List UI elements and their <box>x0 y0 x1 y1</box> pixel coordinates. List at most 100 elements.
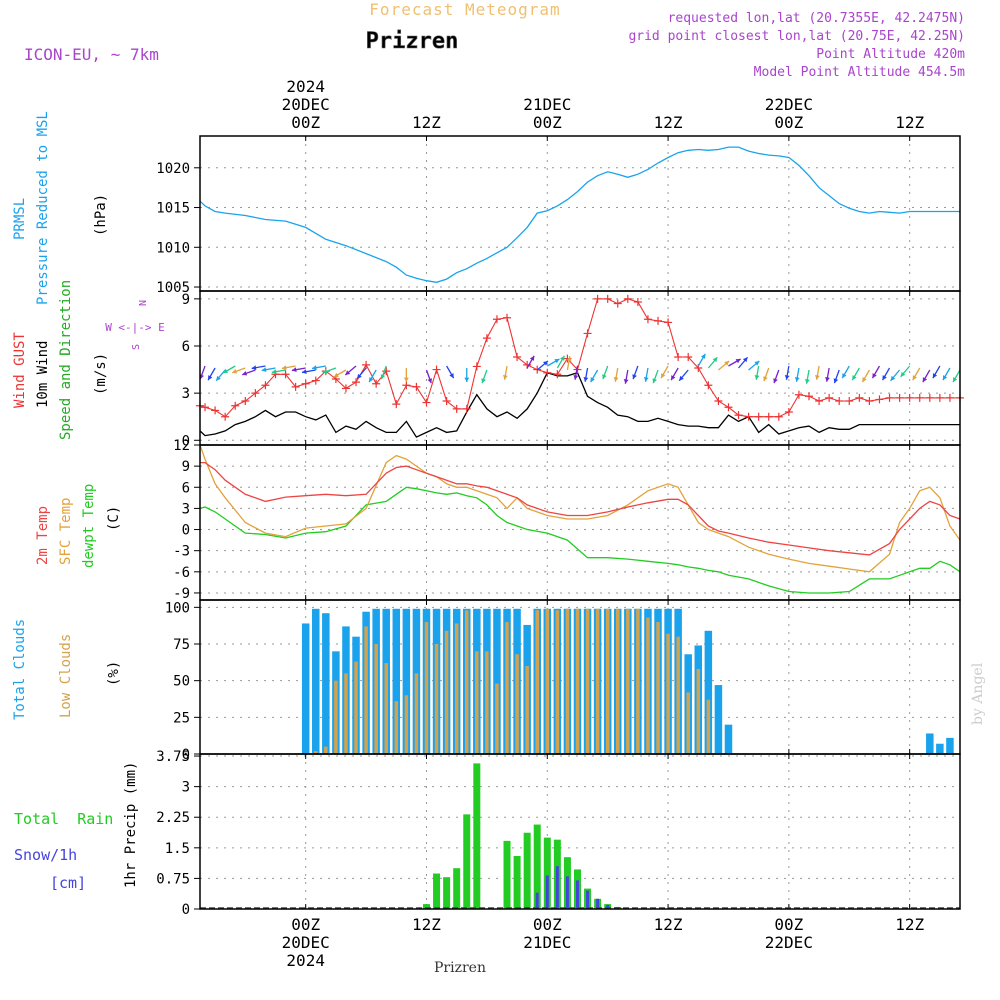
gust-marker <box>935 393 944 402</box>
wind-direction-arrow <box>697 353 706 367</box>
gust-marker <box>845 397 854 405</box>
wind-direction-arrow <box>632 365 639 380</box>
time-label-top: 22DEC <box>765 95 813 114</box>
low-cloud-bar <box>485 651 489 754</box>
gust-marker <box>815 397 824 405</box>
time-label-top: 00Z <box>774 113 803 132</box>
wind-arrow-head <box>583 377 589 382</box>
gust-marker <box>593 294 602 303</box>
low-cloud-bar <box>585 608 590 754</box>
total-cloud-bar <box>402 608 411 754</box>
wind-direction-arrow <box>583 367 589 382</box>
wind-arrow-head <box>613 377 619 382</box>
wind-panel: 0 3 6 9 <box>182 290 964 449</box>
gust-marker <box>231 401 240 410</box>
wind-arrow-head <box>701 353 706 359</box>
gust-marker <box>654 316 663 325</box>
wind-arrow-head <box>560 355 565 361</box>
wind-direction-arrow <box>922 369 931 383</box>
low-cloud-bar <box>414 673 419 754</box>
gust-marker <box>895 393 904 402</box>
y-tick-label: -9 <box>173 586 190 602</box>
label-speed-direction: Speed and Direction <box>58 280 74 440</box>
low-cloud-bar <box>545 608 550 754</box>
wind-direction-arrow <box>623 369 629 384</box>
rain-bar <box>473 763 481 909</box>
label-wind-gust: Wind GUST <box>12 332 28 408</box>
time-label-top: 20DEC <box>282 95 330 114</box>
wind-arrow-head <box>754 361 760 366</box>
gust-marker <box>352 378 361 387</box>
wind-arrow-head <box>773 378 778 384</box>
wind-arrow-head <box>251 365 257 371</box>
label-sfc-temp: SFC Temp <box>58 498 74 565</box>
low-cloud-bar <box>334 680 338 754</box>
gust-marker <box>794 390 803 399</box>
wind-direction-arrow <box>281 365 296 371</box>
wind-arrow-head <box>900 371 906 377</box>
gust-marker <box>412 382 421 391</box>
label-total-rain: Total Rain <box>14 810 113 828</box>
gust-marker <box>583 329 592 338</box>
label-total-clouds: Total Clouds <box>12 619 28 720</box>
snow-bar <box>606 904 610 909</box>
wind-arrow-head <box>301 369 307 375</box>
wind-arrow-head <box>427 378 433 384</box>
wind-arrow-head <box>833 378 839 384</box>
wind-direction-arrow <box>881 367 891 381</box>
precip-labels: Total Rain Snow/1h [cm] 1hr Precip (mm) <box>14 762 139 892</box>
wind-direction-arrow <box>613 367 619 382</box>
wind-direction-arrow <box>271 369 286 375</box>
wind-arrow-head <box>953 377 958 383</box>
wind-arrow-head <box>932 373 938 379</box>
low-cloud-bar <box>525 666 529 754</box>
gust-marker <box>392 400 401 409</box>
label-hpa: (hPa) <box>93 194 109 236</box>
y-tick-label: 1.5 <box>165 841 190 857</box>
2m-temp-line <box>200 461 961 556</box>
wind-arrow-head <box>862 377 867 383</box>
y-tick-label: 3 <box>182 501 190 517</box>
footer-location: Prizren <box>434 960 486 976</box>
gust-marker <box>432 365 441 374</box>
wind-arrow-head <box>623 379 629 384</box>
gust-marker <box>211 406 220 415</box>
wind-arrow-head <box>554 359 560 364</box>
gust-marker <box>372 379 381 388</box>
location-title: Prizren <box>366 29 459 54</box>
gust-marker <box>482 334 491 343</box>
time-label-top: 12Z <box>895 113 924 132</box>
wind-arrow-head <box>322 369 328 374</box>
sfc-temp-line <box>199 444 961 573</box>
precip-frame <box>199 753 961 910</box>
gust-marker <box>915 393 924 402</box>
y-tick-label: 9 <box>182 292 190 308</box>
gust-marker <box>251 389 260 398</box>
y-tick-label: 1015 <box>156 201 190 217</box>
wind-arrow-head <box>216 375 221 381</box>
rain-bar <box>433 873 441 909</box>
wind-direction-arrow <box>311 365 326 371</box>
wind-direction-arrow <box>754 365 760 380</box>
wind-direction-arrow <box>670 367 679 381</box>
wind-arrow-head <box>291 367 297 373</box>
gust-marker <box>734 411 743 420</box>
wind-direction-arrow <box>825 367 830 382</box>
low-cloud-bar <box>646 617 650 754</box>
wind-direction-arrow <box>344 365 357 376</box>
wind-arrow-head <box>208 375 213 381</box>
label-snow: Snow/1h <box>14 846 77 864</box>
total-cloud-bar <box>946 737 954 754</box>
gust-marker <box>855 393 864 402</box>
low-cloud-bar <box>706 699 711 754</box>
wind-direction-arrow <box>251 365 266 371</box>
wind-arrow-head <box>333 372 339 377</box>
wind-arrow-head <box>804 379 810 384</box>
total-cloud-bar <box>724 724 733 754</box>
wind-arrow-head <box>369 377 374 383</box>
y-tick-label: 1010 <box>156 240 190 256</box>
gust-marker <box>613 299 622 308</box>
gust-marker <box>341 384 350 393</box>
y-tick-label: 0 <box>182 433 190 449</box>
wind-direction-arrow <box>464 368 470 382</box>
